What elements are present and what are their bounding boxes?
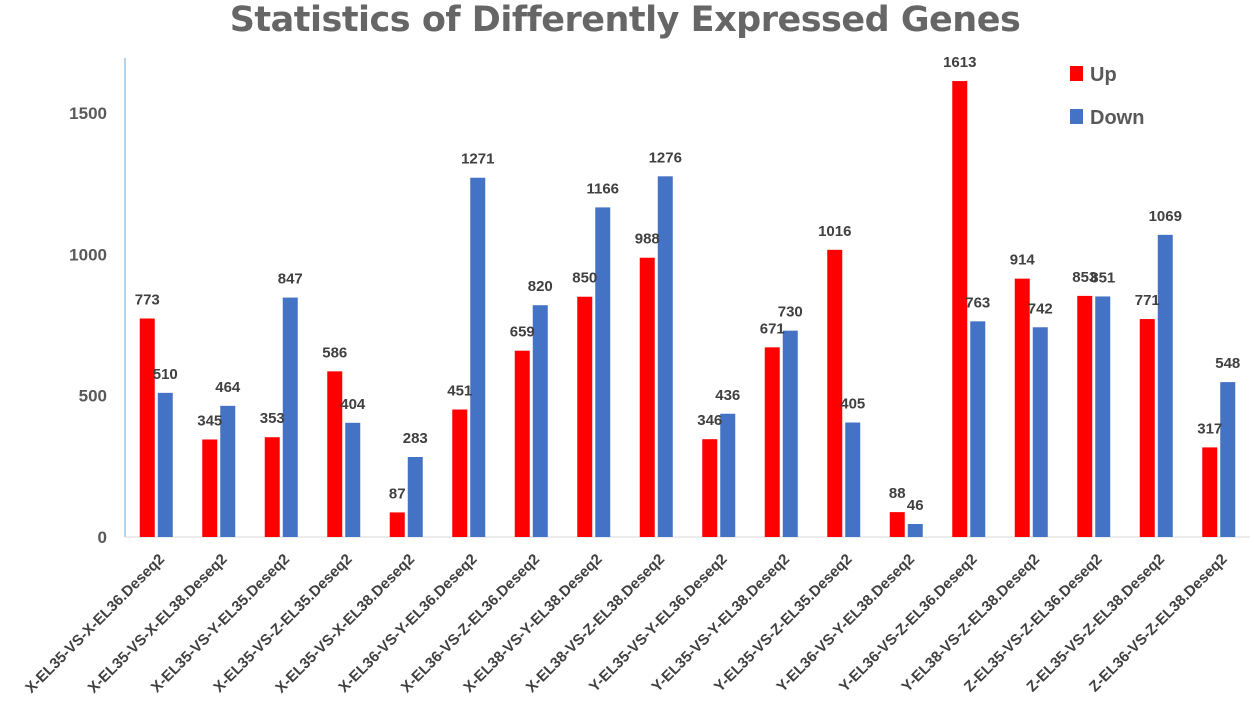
data-label-up: 317 [1197,420,1222,437]
data-label-up: 988 [635,231,660,248]
data-label-up: 88 [889,485,906,502]
bar-down [1032,327,1048,537]
y-tick-label: 1000 [69,245,107,264]
bar-up [764,347,780,537]
data-label-up: 451 [447,383,472,400]
data-label-up: 87 [389,485,406,502]
bar-down [1095,296,1111,537]
bar-down [657,176,673,538]
data-label-down: 283 [403,430,428,447]
data-label-down: 1271 [461,151,494,168]
data-label-down: 1166 [586,180,619,197]
y-tick-label: 1500 [69,104,107,123]
data-label-down: 464 [215,379,241,396]
bar-up [139,318,155,537]
data-label-down: 847 [278,271,303,288]
y-tick-label: 0 [98,528,107,547]
data-label-down: 730 [778,304,803,321]
bar-down [220,405,236,537]
data-label-up: 773 [135,291,160,308]
data-label-up: 659 [510,324,535,341]
bar-up [577,296,593,537]
data-label-up: 850 [572,270,597,287]
data-label-down: 548 [1215,355,1240,372]
chart-title: Statistics of Differently Expressed Gene… [229,0,1021,40]
bar-up [702,439,718,537]
bar-up [827,249,843,537]
bar-up [1139,319,1155,537]
bar-up [639,257,655,537]
data-label-down: 1069 [1149,208,1182,225]
bar-down [282,297,298,537]
bar-down [1220,382,1236,537]
bar-down [407,457,423,537]
bar-up [389,512,405,537]
bar-up [1077,295,1093,537]
data-label-up: 345 [197,412,222,429]
data-label-down: 46 [907,497,924,514]
bar-down [907,523,923,537]
bar-down [970,321,986,537]
legend-label-down: Down [1090,107,1144,129]
bar-down [782,330,798,537]
legend-swatch-down [1070,109,1083,124]
bar-up [452,409,468,537]
bar-up [1014,278,1030,537]
data-label-down: 742 [1028,300,1053,317]
data-label-down: 851 [1090,269,1115,286]
data-label-up: 353 [260,410,285,427]
bar-down [532,305,548,537]
data-label-down: 436 [715,387,740,404]
bar-down [470,177,486,538]
data-label-up: 771 [1135,292,1160,309]
legend-label-up: Up [1090,64,1117,86]
bar-up [514,350,530,537]
data-label-down: 510 [153,366,178,383]
data-label-up: 346 [697,412,722,429]
bar-up [1202,447,1218,537]
data-label-up: 671 [760,320,785,337]
data-label-down: 404 [340,396,366,413]
bar-down [845,422,861,537]
data-label-up: 1613 [943,54,976,71]
y-tick-label: 500 [79,387,107,406]
data-label-up: 1016 [818,223,851,240]
bar-up [952,81,968,538]
bar-down [720,413,736,537]
legend-swatch-up [1070,66,1083,81]
bar-down [1157,234,1173,537]
bar-up [264,437,280,537]
data-label-up: 586 [322,344,347,361]
data-label-down: 405 [840,396,865,413]
data-label-up: 853 [1072,269,1097,286]
bar-up [889,512,905,537]
bar-down [157,392,173,537]
data-label-down: 1276 [649,149,682,166]
data-label-down: 820 [528,278,553,295]
data-label-down: 763 [965,294,990,311]
bar-down [345,422,361,537]
bar-up [202,439,218,537]
bar-down [595,207,611,538]
data-label-up: 914 [1010,252,1036,269]
bar-up [327,371,343,537]
